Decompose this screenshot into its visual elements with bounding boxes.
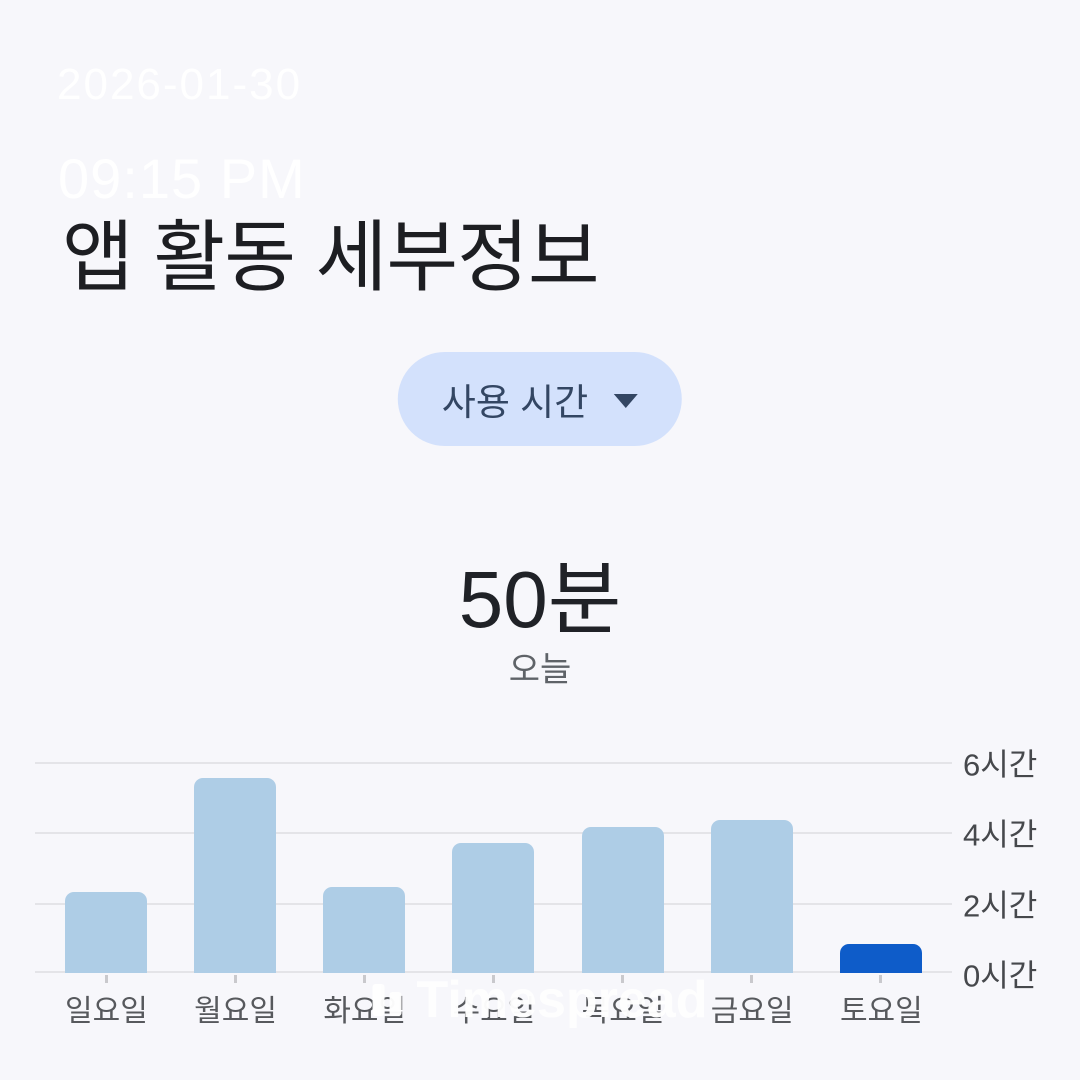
bar-chart-ticks [35,975,952,983]
usage-bar-화요일[interactable] [323,886,406,973]
x-axis-tick [711,975,793,983]
usage-bar-토요일[interactable] [839,943,922,973]
x-axis-label: 일요일 [65,995,148,1028]
chevron-down-icon [614,394,639,408]
usage-bar-일요일[interactable] [65,892,147,973]
y-axis-tick-label: 0시간 [963,958,1038,994]
x-axis-tick [194,975,276,983]
x-axis-tick [840,975,922,983]
usage-total-caption: 오늘 [508,651,572,689]
bar-chart-x-labels: 일요일 월요일 화요일 수요일 목요일 금요일 토요일 [35,986,952,1030]
x-axis-label: 토요일 [839,995,923,1028]
date-watermark: 2026-01-30 [57,60,303,109]
gridline [35,832,952,834]
timespread-logo-icon [372,980,403,1020]
x-axis-label: 수요일 [452,995,536,1028]
usage-bar-수요일[interactable] [452,842,535,973]
x-axis-tick [65,975,147,983]
x-axis-tick [452,975,534,983]
x-axis-tick [323,975,405,983]
usage-bar-목요일[interactable] [581,827,664,973]
bar-chart-y-labels: 6시간 4시간 2시간 0시간 [963,748,1080,994]
gridline [35,762,952,764]
usage-metric-dropdown[interactable]: 사용 시간 [397,352,683,446]
y-axis-tick-label: 6시간 [963,747,1038,783]
bar-chart-slots [35,762,952,973]
page-title: 앱 활동 세부정보 [62,213,600,302]
brand-watermark-text: Timespread [416,971,708,1029]
x-axis-label: 목요일 [581,995,665,1028]
x-axis-label: 금요일 [710,995,794,1028]
usage-total-value: 50분 [458,555,622,644]
y-axis-tick-label: 4시간 [963,817,1038,853]
y-axis-tick-label: 2시간 [963,888,1038,924]
usage-bar-월요일[interactable] [194,777,277,973]
weekly-usage-bar-chart: 일요일 월요일 화요일 수요일 목요일 금요일 토요일 [35,762,952,1028]
x-axis-label: 월요일 [194,995,277,1028]
usage-metric-dropdown-label: 사용 시간 [441,382,589,423]
time-watermark: 09:15 PM [58,147,306,210]
x-axis-tick [582,975,664,983]
brand-watermark: Timespread [372,970,708,1030]
usage-bar-금요일[interactable] [710,820,793,973]
